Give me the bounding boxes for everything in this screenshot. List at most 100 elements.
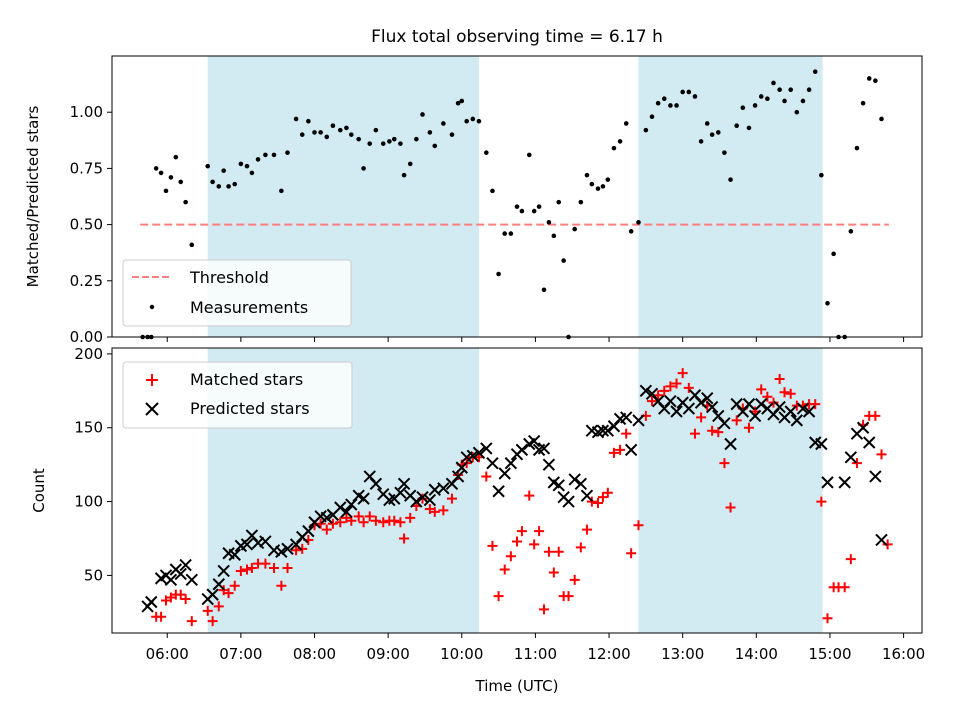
predicted-star-point	[682, 402, 696, 415]
matched-star-point	[327, 518, 338, 529]
predicted-star-point	[748, 409, 762, 423]
top-legend: Threshold Measurements	[122, 259, 352, 327]
predicted-star-point	[568, 473, 581, 486]
matched-star-point	[358, 517, 369, 528]
measurement-point	[401, 172, 407, 178]
matched-star-point	[683, 382, 694, 393]
measurement-point	[806, 87, 812, 93]
predicted-star-point	[574, 477, 588, 491]
top-legend-box	[122, 259, 352, 327]
measurement-point	[600, 184, 606, 189]
x-tick-label: 14:00	[735, 645, 778, 663]
matched-star-point	[529, 539, 540, 550]
matched-star-point	[213, 601, 224, 612]
predicted-star-point	[492, 485, 505, 498]
matched-star-point	[202, 605, 213, 616]
predicted-star-point	[821, 476, 834, 489]
matched-star-point	[633, 520, 644, 531]
matched-star-point	[671, 378, 682, 389]
measurement-point	[271, 152, 277, 158]
x-tick-label: 09:00	[367, 645, 410, 663]
matched-star-point	[534, 526, 545, 537]
predicted-star-point	[228, 548, 241, 561]
predicted-star-point	[357, 492, 370, 505]
matched-star-point	[615, 444, 626, 455]
matched-star-point	[774, 374, 785, 385]
measurement-point	[551, 233, 557, 239]
legend-threshold-label: Threshold	[189, 268, 269, 287]
predicted-star-point	[480, 442, 493, 455]
legend-matched-swatch	[146, 374, 158, 386]
predicted-star-point	[705, 400, 719, 414]
measurement-point	[704, 121, 710, 126]
measurement-point	[508, 231, 514, 236]
measurement-point	[502, 231, 508, 236]
predicted-star-point	[755, 397, 768, 411]
matched-star-point	[229, 580, 240, 591]
measurement-point	[771, 80, 776, 86]
measurement-point	[572, 226, 577, 232]
predicted-star-point	[437, 482, 450, 495]
matched-star-point	[851, 458, 862, 469]
matched-star-point	[696, 412, 707, 423]
predicted-star-point	[838, 476, 851, 489]
matched-star-point	[553, 546, 564, 557]
measurement-point	[831, 251, 836, 257]
x-axis-label: Time (UTC)	[475, 677, 559, 695]
measurement-point	[715, 130, 721, 135]
x-tick-label: 16:00	[882, 645, 925, 663]
top-y-tick-label: 0.50	[70, 216, 103, 234]
predicted-star-point	[639, 384, 653, 398]
bottom-legend-box	[122, 361, 353, 429]
measurement-point	[514, 204, 520, 209]
measurement-point	[427, 130, 433, 135]
measurement-point	[709, 132, 715, 137]
predicted-star-point	[601, 424, 615, 437]
predicted-star-point	[537, 442, 551, 455]
measurement-point	[692, 94, 698, 99]
top-y-tick-label: 0.25	[70, 272, 103, 290]
predicted-star-point	[369, 477, 383, 491]
matched-star-point	[839, 582, 850, 593]
matched-star-point	[822, 613, 833, 624]
measurement-point	[765, 96, 770, 102]
measurement-point	[293, 116, 299, 122]
matched-star-point	[602, 487, 613, 498]
matched-star-point	[353, 511, 364, 522]
measurement-point	[546, 220, 552, 225]
matched-star-point	[659, 385, 670, 396]
matched-star-point	[785, 388, 796, 399]
predicted-star-point	[596, 424, 610, 437]
matched-star-point	[276, 580, 287, 591]
measurement-point	[595, 186, 601, 191]
measurement-point	[205, 163, 211, 169]
matched-star-point	[207, 616, 218, 627]
x-tick-label: 07:00	[219, 645, 262, 663]
matched-star-point	[707, 425, 718, 436]
matched-star-point	[845, 554, 856, 565]
predicted-star-point	[416, 490, 429, 504]
measurement-point	[349, 132, 354, 137]
measurement-point	[414, 136, 419, 142]
predicted-star-point	[504, 456, 518, 470]
matched-star-point	[719, 458, 730, 469]
matched-star-point	[810, 399, 821, 410]
matched-star-point	[378, 517, 389, 528]
matched-star-point	[731, 415, 742, 426]
measurement-point	[686, 89, 692, 95]
measurement-point	[361, 166, 366, 171]
x-tick-label: 13:00	[661, 645, 704, 663]
count-points	[141, 368, 893, 627]
measurement-point	[244, 163, 250, 169]
measurement-point	[168, 175, 174, 180]
matched-star-point	[438, 505, 449, 516]
predicted-star-point	[552, 479, 565, 492]
predicted-star-point	[179, 558, 192, 572]
predicted-star-point	[856, 421, 870, 434]
measurement-point	[541, 287, 547, 293]
measurement-point	[740, 105, 746, 111]
legend-predicted-label: Predicted stars	[190, 399, 310, 418]
matched-star-point	[743, 422, 754, 433]
top-x-ticks	[166, 337, 905, 342]
measurement-point	[628, 229, 634, 234]
